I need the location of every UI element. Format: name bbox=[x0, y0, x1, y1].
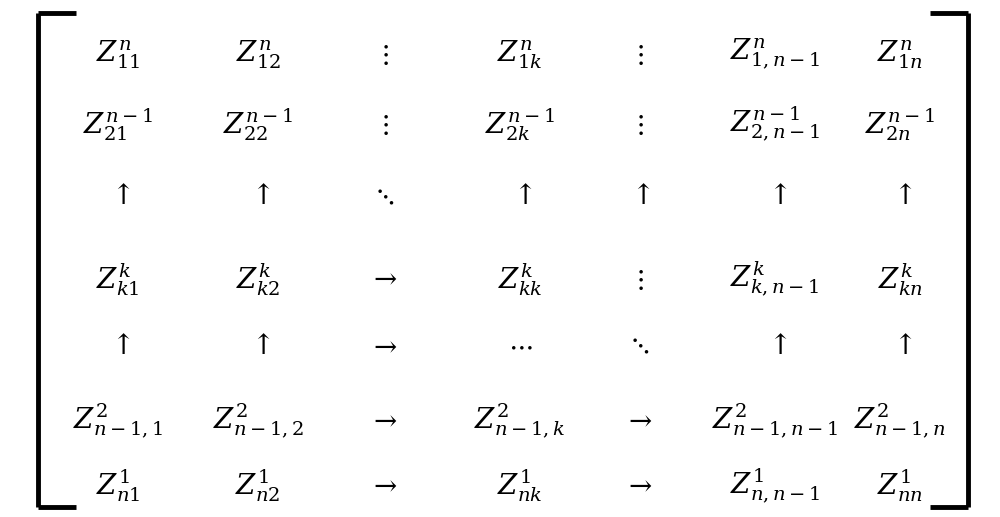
Text: $Z_{2k}^{n-1}$: $Z_{2k}^{n-1}$ bbox=[485, 105, 555, 143]
Text: $Z_{22}^{n-1}$: $Z_{22}^{n-1}$ bbox=[223, 105, 293, 143]
Text: $\vdots$: $\vdots$ bbox=[633, 111, 643, 138]
Text: $Z_{1,n-1}^{n}$: $Z_{1,n-1}^{n}$ bbox=[730, 37, 820, 72]
Text: $Z_{k,n-1}^{k}$: $Z_{k,n-1}^{k}$ bbox=[730, 260, 820, 299]
Text: $\uparrow$: $\uparrow$ bbox=[106, 183, 130, 210]
Text: $\vdots$: $\vdots$ bbox=[633, 266, 643, 293]
Text: $Z_{kk}^{k}$: $Z_{kk}^{k}$ bbox=[498, 261, 542, 298]
Text: $Z_{n2}^{1}$: $Z_{n2}^{1}$ bbox=[235, 467, 281, 505]
Text: $\rightarrow$: $\rightarrow$ bbox=[368, 266, 398, 293]
Text: $\vdots$: $\vdots$ bbox=[378, 41, 388, 68]
Text: $Z_{2n}^{n-1}$: $Z_{2n}^{n-1}$ bbox=[865, 105, 935, 143]
Text: $Z_{2,n-1}^{n-1}$: $Z_{2,n-1}^{n-1}$ bbox=[730, 104, 820, 144]
Text: $Z_{n-1,n}^{2}$: $Z_{n-1,n}^{2}$ bbox=[854, 402, 946, 441]
Text: $Z_{nk}^{1}$: $Z_{nk}^{1}$ bbox=[497, 467, 543, 505]
Text: $\ddots$: $\ddots$ bbox=[627, 333, 649, 360]
Text: $\rightarrow$: $\rightarrow$ bbox=[368, 408, 398, 435]
Text: $\rightarrow$: $\rightarrow$ bbox=[623, 408, 653, 435]
Text: $Z_{k2}^{k}$: $Z_{k2}^{k}$ bbox=[236, 261, 280, 298]
Text: $\vdots$: $\vdots$ bbox=[378, 111, 388, 138]
Text: $Z_{n-1,n-1}^{2}$: $Z_{n-1,n-1}^{2}$ bbox=[712, 402, 838, 441]
Text: $Z_{n-1,1}^{2}$: $Z_{n-1,1}^{2}$ bbox=[73, 402, 163, 441]
Text: $\uparrow$: $\uparrow$ bbox=[888, 333, 912, 360]
Text: $Z_{n-1,2}^{2}$: $Z_{n-1,2}^{2}$ bbox=[213, 402, 303, 441]
Text: $Z_{nn}^{1}$: $Z_{nn}^{1}$ bbox=[877, 468, 923, 504]
Text: $\ddots$: $\ddots$ bbox=[372, 183, 394, 210]
Text: $Z_{n-1,k}^{2}$: $Z_{n-1,k}^{2}$ bbox=[474, 402, 566, 441]
Text: $Z_{kn}^{k}$: $Z_{kn}^{k}$ bbox=[878, 261, 922, 298]
Text: $Z_{11}^{n}$: $Z_{11}^{n}$ bbox=[96, 38, 140, 71]
Text: $\uparrow$: $\uparrow$ bbox=[508, 183, 532, 210]
Text: $Z_{n1}^{1}$: $Z_{n1}^{1}$ bbox=[96, 467, 140, 505]
Text: $\rightarrow$: $\rightarrow$ bbox=[623, 473, 653, 499]
Text: $\rightarrow$: $\rightarrow$ bbox=[368, 333, 398, 360]
Text: $Z_{n,n-1}^{1}$: $Z_{n,n-1}^{1}$ bbox=[730, 466, 820, 506]
Text: $\uparrow$: $\uparrow$ bbox=[246, 183, 270, 210]
Text: $Z_{21}^{n-1}$: $Z_{21}^{n-1}$ bbox=[83, 105, 153, 143]
Text: $\uparrow$: $\uparrow$ bbox=[763, 333, 787, 360]
Text: $\rightarrow$: $\rightarrow$ bbox=[368, 473, 398, 499]
Text: $Z_{1k}^{n}$: $Z_{1k}^{n}$ bbox=[497, 38, 543, 71]
Text: $\vdots$: $\vdots$ bbox=[633, 41, 643, 68]
Text: $Z_{12}^{n}$: $Z_{12}^{n}$ bbox=[236, 38, 280, 71]
Text: $\cdots$: $\cdots$ bbox=[508, 333, 532, 360]
Text: $\uparrow$: $\uparrow$ bbox=[888, 183, 912, 210]
Text: $Z_{1n}^{n}$: $Z_{1n}^{n}$ bbox=[877, 38, 923, 71]
Text: $\uparrow$: $\uparrow$ bbox=[763, 183, 787, 210]
Text: $Z_{k1}^{k}$: $Z_{k1}^{k}$ bbox=[96, 261, 140, 298]
Text: $\uparrow$: $\uparrow$ bbox=[246, 333, 270, 360]
Text: $\uparrow$: $\uparrow$ bbox=[106, 333, 130, 360]
Text: $\uparrow$: $\uparrow$ bbox=[626, 183, 650, 210]
